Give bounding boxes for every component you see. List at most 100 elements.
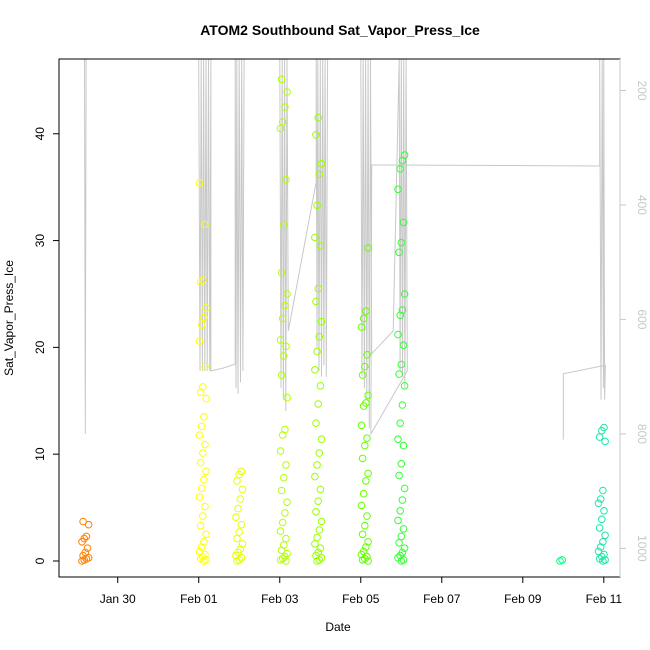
data-point <box>357 501 366 510</box>
data-point <box>80 534 88 543</box>
data-point <box>201 440 209 449</box>
data-point <box>364 391 372 400</box>
y-tick-label: 0 <box>33 557 47 564</box>
y-axis-label: Sat_Vapor_Press_Ice <box>2 260 16 376</box>
data-point <box>237 520 246 529</box>
data-point <box>200 313 208 322</box>
axes-layer: 0 10 20 30 40 200 400 600 800 1000 Jan 30 Feb 01 Feb… <box>33 58 649 606</box>
data-point <box>395 539 403 547</box>
data-point <box>314 400 323 408</box>
data-point <box>277 75 286 84</box>
data-point <box>361 441 369 450</box>
data-point <box>363 434 371 443</box>
data-point <box>316 382 325 390</box>
data-point <box>600 507 608 515</box>
data-point <box>397 532 406 541</box>
data-point <box>276 527 285 535</box>
chart-title: ATOM2 Southbound Sat_Vapor_Press_Ice <box>200 22 480 38</box>
data-point <box>200 413 208 421</box>
data-point <box>199 552 207 561</box>
data-point <box>312 419 320 428</box>
data-point <box>313 201 321 210</box>
data-point <box>595 555 604 563</box>
data-point <box>595 524 604 532</box>
data-point <box>314 284 323 293</box>
data-point <box>364 244 372 252</box>
data-point <box>197 484 206 493</box>
data-point <box>315 526 324 534</box>
x-tick-label: Feb 01 <box>180 592 218 606</box>
data-point <box>276 447 285 455</box>
data-point <box>364 469 372 478</box>
x-tick-label: Feb 07 <box>423 592 461 606</box>
data-point <box>358 530 367 539</box>
data-point <box>311 540 319 548</box>
data-point <box>201 220 209 229</box>
data-point <box>196 555 205 563</box>
data-point <box>394 516 402 525</box>
data-point <box>400 382 409 390</box>
x-tick-label: Feb 09 <box>504 592 542 606</box>
data-point <box>281 103 289 111</box>
data-point <box>315 332 324 341</box>
data-point <box>394 554 402 562</box>
data-point <box>315 449 324 457</box>
data-point <box>280 541 288 549</box>
data-point <box>396 165 405 173</box>
data-point <box>195 179 204 187</box>
data-point <box>195 431 204 439</box>
data-point <box>396 419 405 428</box>
data-point <box>83 544 92 553</box>
data-point <box>317 159 326 168</box>
data-point <box>197 321 206 329</box>
data-point <box>398 306 407 314</box>
data-point <box>280 473 288 482</box>
data-point <box>594 547 603 556</box>
data-point <box>395 471 403 480</box>
data-point <box>395 370 403 378</box>
data-point <box>599 538 607 546</box>
data-point <box>397 238 406 247</box>
data-point <box>595 433 604 441</box>
data-point <box>197 422 206 431</box>
data-point <box>276 336 285 344</box>
data-point <box>238 485 247 494</box>
data-point <box>199 512 207 520</box>
data-point <box>282 342 290 351</box>
data-point <box>599 486 607 495</box>
data-point <box>601 437 609 446</box>
data-point <box>400 544 409 553</box>
data-point <box>394 185 402 194</box>
data-point <box>202 467 210 476</box>
data-point <box>314 548 323 557</box>
data-point <box>234 504 242 513</box>
data-point <box>600 423 608 432</box>
data-point <box>358 454 367 463</box>
data-point <box>199 383 207 391</box>
data-point <box>363 351 371 359</box>
data-point <box>362 399 370 407</box>
data-point <box>277 371 286 379</box>
data-point <box>399 218 408 227</box>
data-point <box>281 425 289 434</box>
data-point <box>233 477 241 485</box>
right-tick-label: 1000 <box>635 535 649 562</box>
data-point <box>199 449 207 457</box>
data-point <box>312 508 320 516</box>
y-tick-label: 10 <box>33 447 47 461</box>
data-point <box>400 290 409 298</box>
data-point <box>361 362 369 371</box>
data-point <box>238 540 247 548</box>
data-point <box>202 304 210 312</box>
data-point <box>317 517 326 526</box>
pressure-trace-line <box>84 58 606 440</box>
data-point <box>200 538 208 546</box>
data-point <box>199 276 207 284</box>
data-point <box>311 233 319 242</box>
data-point <box>282 175 290 184</box>
data-point <box>400 484 409 493</box>
data-point <box>399 341 408 350</box>
data-point <box>311 366 319 374</box>
data-point <box>79 517 87 526</box>
